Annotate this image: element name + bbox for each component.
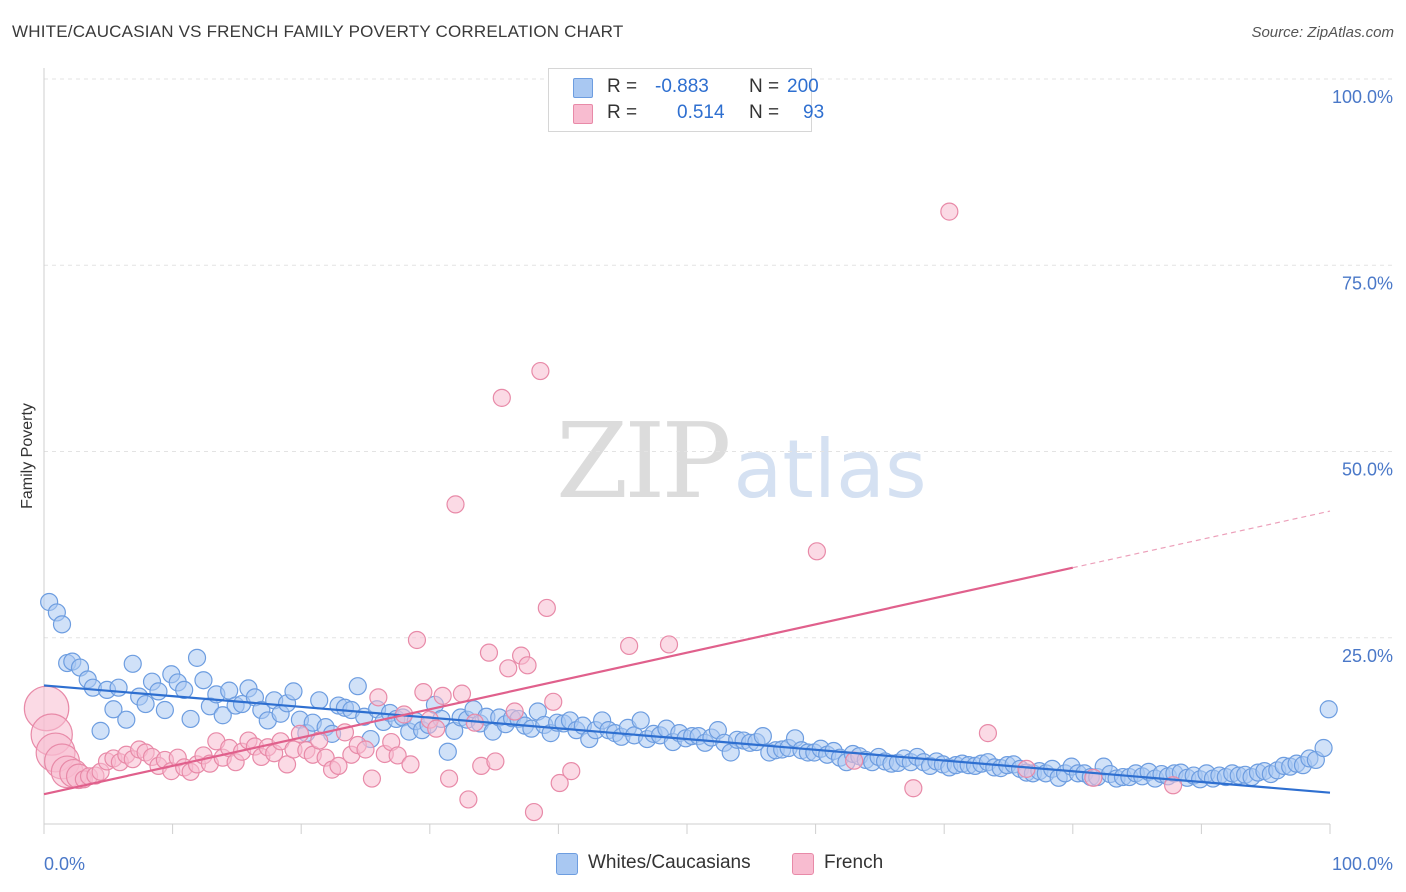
point-french [414, 683, 433, 702]
bottom-legend-swatch-french [792, 853, 814, 875]
legend-n-value: 93 [803, 102, 825, 123]
bottom-legend-label-french: French [824, 852, 884, 873]
point-french [401, 755, 420, 774]
point-french [407, 630, 427, 650]
point-whites [753, 726, 772, 746]
point-french [492, 388, 511, 407]
legend-r-label: R = [607, 76, 638, 97]
source-credit: Source: ZipAtlas.com [1251, 24, 1394, 41]
point-whites [631, 711, 650, 730]
point-french [505, 702, 524, 721]
trend-line-french-extension [1072, 510, 1331, 569]
watermark-zip: ZIP [556, 400, 731, 522]
point-whites [348, 677, 367, 696]
point-whites [52, 615, 72, 634]
point-whites [104, 700, 123, 719]
legend-r-label: R = [607, 102, 638, 123]
trend-line-french [43, 566, 1074, 796]
point-whites [1319, 700, 1338, 719]
point-french [452, 684, 472, 703]
point-french [518, 656, 537, 675]
y-tick-label: 25.0% [1342, 646, 1393, 666]
point-french [356, 740, 375, 759]
legend-swatch-whites [573, 78, 593, 98]
watermark-atlas: atlas [733, 423, 927, 516]
point-french [807, 542, 826, 561]
point-french [537, 598, 556, 618]
point-french [620, 636, 639, 656]
point-french [433, 686, 452, 705]
point-french [940, 202, 959, 221]
point-french [524, 802, 544, 822]
point-whites [136, 694, 155, 714]
point-french [329, 756, 348, 775]
data-points [23, 202, 1338, 822]
point-french [479, 643, 499, 662]
point-french [446, 495, 465, 514]
point-whites [187, 648, 207, 667]
bottom-legend-swatch-whites [556, 853, 578, 875]
point-french [459, 790, 478, 809]
point-french [486, 752, 505, 771]
point-whites [438, 742, 457, 761]
point-french [845, 751, 864, 770]
chart-title: WHITE/CAUCASIAN VS FRENCH FAMILY POVERTY… [12, 22, 624, 41]
point-french [369, 688, 388, 707]
trend-lines [43, 510, 1331, 796]
legend-r-value: 0.514 [677, 102, 725, 123]
point-whites [175, 680, 194, 700]
legend-n-label: N = [749, 102, 780, 123]
y-tick-label: 50.0% [1342, 460, 1393, 480]
point-french [550, 773, 569, 793]
point-whites [284, 682, 303, 701]
point-whites [194, 671, 213, 690]
y-tick-label: 100.0% [1332, 87, 1393, 107]
point-whites [310, 691, 329, 710]
point-french [362, 769, 382, 788]
point-french [531, 361, 550, 381]
point-french [562, 762, 581, 781]
grid [44, 78, 1394, 639]
point-whites [213, 706, 232, 725]
legend-r-value: -0.883 [655, 76, 709, 97]
point-whites [91, 721, 110, 740]
point-french [310, 731, 329, 750]
point-whites [149, 682, 168, 701]
point-french [427, 719, 446, 738]
x-tick-label: 100.0% [1332, 854, 1393, 874]
bottom-legend-label-whites: Whites/Caucasians [588, 852, 751, 873]
point-french [499, 659, 518, 678]
point-french [388, 746, 407, 765]
point-whites [109, 678, 128, 697]
point-french [659, 635, 679, 654]
y-tick-label: 75.0% [1342, 273, 1393, 293]
trend-line-whites [43, 684, 1331, 794]
point-french [439, 769, 459, 788]
point-whites [123, 654, 142, 673]
point-whites [1314, 738, 1333, 758]
x-tick-label: 0.0% [44, 854, 85, 874]
stats-legend: R = -0.883 N = 200 R = 0.514 N = 93 [548, 68, 824, 132]
legend-n-value: 200 [787, 76, 819, 97]
point-whites [155, 700, 174, 720]
point-whites [181, 709, 200, 729]
point-whites [117, 710, 136, 729]
tick-labels: 100.0% 75.0% 50.0% 25.0% 0.0% 100.0% [44, 87, 1393, 874]
point-french [544, 692, 563, 711]
legend-n-label: N = [749, 76, 780, 97]
point-french [904, 779, 923, 798]
point-french [978, 724, 998, 743]
watermark: ZIPatlas [556, 400, 927, 522]
legend-swatch-french [573, 104, 593, 124]
